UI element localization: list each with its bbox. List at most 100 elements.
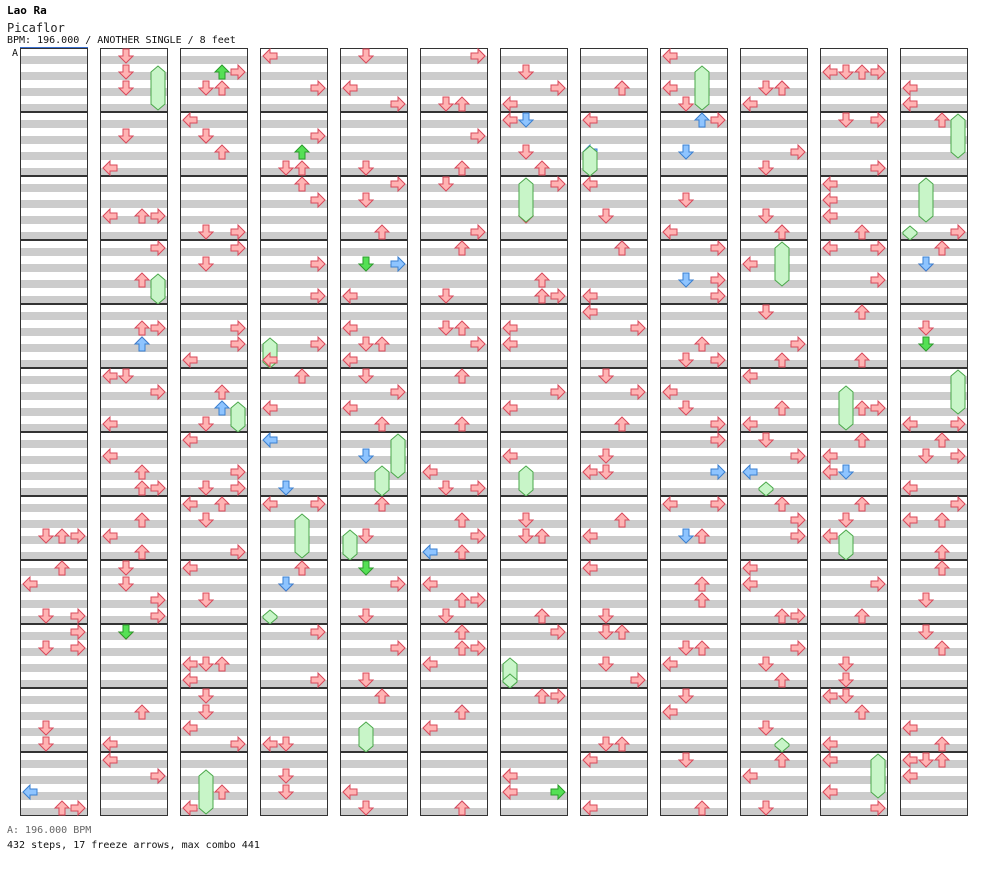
measure-box xyxy=(420,752,488,816)
step-arrow-up xyxy=(453,592,471,608)
measure-box xyxy=(20,176,88,240)
measure-box xyxy=(820,368,888,432)
step-arrow-down xyxy=(757,720,775,736)
step-arrow-up xyxy=(53,560,71,576)
step-arrow-down xyxy=(117,80,135,96)
freeze-arrow xyxy=(374,465,390,497)
measure-box xyxy=(500,560,568,624)
step-arrow-left xyxy=(822,239,838,257)
measure-box xyxy=(660,688,728,752)
step-arrow-down xyxy=(277,160,295,176)
step-arrow-down xyxy=(677,272,695,288)
step-arrow-up xyxy=(693,576,711,592)
step-arrow-down xyxy=(357,256,375,272)
step-arrow-right xyxy=(310,287,326,305)
step-arrow-up xyxy=(933,240,951,256)
step-arrow-down xyxy=(757,208,775,224)
step-arrow-left xyxy=(582,463,598,481)
freeze-arrow xyxy=(838,529,854,561)
measure-box xyxy=(740,240,808,304)
measure-box xyxy=(340,752,408,816)
measure-box xyxy=(180,176,248,240)
step-arrow-left xyxy=(742,463,758,481)
step-arrow-left xyxy=(902,415,918,433)
measure-box xyxy=(420,688,488,752)
freeze-arrow xyxy=(150,65,166,111)
step-arrow-down xyxy=(357,800,375,816)
step-arrow-down xyxy=(517,112,535,128)
step-arrow-up xyxy=(213,496,231,512)
step-arrow-right xyxy=(790,447,806,465)
freeze-arrow xyxy=(870,753,886,799)
step-arrow-up xyxy=(773,496,791,512)
measure-box xyxy=(500,752,568,816)
measure-box xyxy=(420,496,488,560)
freeze-arrow xyxy=(918,177,934,223)
step-arrow-right xyxy=(150,239,166,257)
step-arrow-right xyxy=(150,319,166,337)
measure-box xyxy=(260,176,328,240)
measure-box xyxy=(340,560,408,624)
step-arrow-left xyxy=(262,399,278,417)
step-arrow-up xyxy=(133,336,151,352)
step-arrow-down xyxy=(37,720,55,736)
freeze-arrow xyxy=(902,225,918,241)
step-arrow-left xyxy=(662,47,678,65)
step-arrow-right xyxy=(550,79,566,97)
step-arrow-up xyxy=(933,512,951,528)
step-arrow-up xyxy=(453,624,471,640)
freeze-arrow xyxy=(390,433,406,479)
measure-box xyxy=(740,752,808,816)
step-arrow-down xyxy=(117,128,135,144)
step-arrow-up xyxy=(293,144,311,160)
step-arrow-left xyxy=(582,527,598,545)
step-arrow-up xyxy=(533,688,551,704)
chart-info: BPM: 196.000 / ANOTHER SINGLE / 8 feet xyxy=(7,35,236,46)
measure-box xyxy=(180,48,248,112)
step-arrow-up xyxy=(693,112,711,128)
step-arrow-up xyxy=(533,288,551,304)
step-arrow-down xyxy=(837,672,855,688)
step-arrow-up xyxy=(693,640,711,656)
step-arrow-down xyxy=(677,352,695,368)
measure-box xyxy=(340,688,408,752)
measure-box xyxy=(420,560,488,624)
freeze-arrow xyxy=(198,769,214,815)
step-arrow-right xyxy=(550,623,566,641)
step-arrow-down xyxy=(677,144,695,160)
step-arrow-left xyxy=(662,383,678,401)
step-arrow-left xyxy=(262,47,278,65)
step-arrow-left xyxy=(342,79,358,97)
measure-box xyxy=(740,176,808,240)
step-arrow-up xyxy=(453,368,471,384)
step-arrow-left xyxy=(502,319,518,337)
step-arrow-down xyxy=(117,368,135,384)
step-arrow-right xyxy=(870,239,886,257)
step-arrow-down xyxy=(117,64,135,80)
step-arrow-left xyxy=(822,63,838,81)
step-arrow-up xyxy=(533,608,551,624)
step-arrow-right xyxy=(790,527,806,545)
freeze-arrow xyxy=(262,609,278,625)
step-arrow-down xyxy=(437,480,455,496)
step-arrow-left xyxy=(502,447,518,465)
step-arrow-left xyxy=(502,783,518,801)
measure-box xyxy=(100,304,168,368)
measure-box xyxy=(180,688,248,752)
step-arrow-left xyxy=(662,655,678,673)
measure-box xyxy=(820,304,888,368)
step-arrow-left xyxy=(822,207,838,225)
step-arrow-up xyxy=(613,416,631,432)
measure-box xyxy=(20,112,88,176)
step-arrow-down xyxy=(437,320,455,336)
step-arrow-right xyxy=(710,495,726,513)
step-arrow-left xyxy=(262,431,278,449)
step-arrow-right xyxy=(710,239,726,257)
measure-box xyxy=(740,304,808,368)
step-arrow-right xyxy=(790,335,806,353)
step-arrow-right xyxy=(390,255,406,273)
step-arrow-left xyxy=(582,559,598,577)
measure-box xyxy=(580,368,648,432)
step-arrow-up xyxy=(453,320,471,336)
